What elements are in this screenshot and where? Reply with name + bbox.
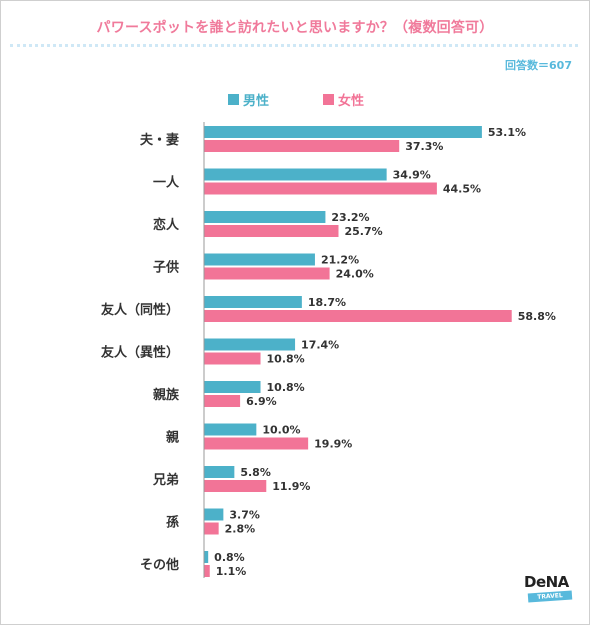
value-label-male: 10.0% — [262, 424, 300, 437]
category-label: 一人 — [153, 175, 180, 191]
bar-male — [204, 551, 209, 563]
bar-female — [204, 522, 219, 535]
dena-travel-logo: DeNA TRAVEL — [524, 573, 574, 603]
legend-item-male: 男性 — [228, 90, 269, 109]
legend-item-female: 女性 — [323, 90, 364, 109]
bar-male — [204, 466, 235, 478]
respondent-count: 回答数＝607 — [505, 59, 572, 72]
chart-title: パワースポットを誰と訪れたいと思いますか？（複数回答可） — [96, 20, 494, 36]
bar-female — [204, 182, 437, 195]
category-label: 子供 — [153, 260, 179, 276]
category-label: 兄弟 — [152, 472, 179, 488]
bar-female — [204, 395, 241, 407]
legend-swatch-female — [323, 94, 334, 105]
value-label-male: 18.7% — [308, 296, 346, 309]
category-label: 親族 — [153, 387, 180, 403]
value-label-female: 19.9% — [314, 438, 352, 451]
bar-female — [204, 225, 339, 237]
value-label-male: 0.8% — [214, 551, 245, 564]
bar-male — [204, 508, 224, 521]
category-label: 孫 — [166, 515, 179, 531]
bar-female — [204, 267, 330, 280]
legend-label-female: 女性 — [338, 94, 365, 109]
bar-male — [204, 253, 315, 266]
logo-main-text: DeNA — [524, 573, 569, 591]
category-label: 夫・妻 — [140, 132, 179, 148]
bar-male — [204, 211, 326, 223]
bar-female — [204, 140, 400, 152]
category-label: 友人（異性） — [101, 345, 179, 361]
bar-female — [204, 352, 261, 365]
value-label-female: 25.7% — [344, 225, 382, 238]
category-label: 親 — [166, 430, 179, 446]
category-label: 恋人 — [153, 217, 180, 233]
bar-male — [204, 126, 482, 138]
category-label: 友人（同性） — [101, 302, 179, 318]
legend-swatch-male — [228, 94, 239, 105]
bar-female — [204, 480, 267, 492]
value-label-female: 44.5% — [443, 183, 481, 196]
value-label-male: 21.2% — [321, 254, 359, 267]
value-label-female: 1.1% — [216, 565, 247, 578]
bar-female — [204, 437, 309, 450]
logo-sub-text: TRAVEL — [527, 590, 573, 603]
bar-male — [204, 338, 296, 351]
value-label-male: 34.9% — [393, 169, 431, 182]
value-label-male: 5.8% — [240, 466, 271, 479]
bar-male — [204, 381, 261, 393]
legend-label-male: 男性 — [243, 94, 270, 109]
bar-male — [204, 296, 302, 308]
bar-female — [204, 565, 210, 577]
bar-female — [204, 310, 512, 322]
value-label-female: 37.3% — [405, 140, 443, 153]
title-divider — [10, 44, 578, 47]
category-label: その他 — [140, 557, 179, 573]
value-label-female: 58.8% — [518, 310, 556, 323]
value-label-male: 17.4% — [301, 339, 339, 352]
legend: 男性 女性 — [0, 90, 590, 110]
value-label-female: 24.0% — [336, 268, 374, 281]
value-label-male: 10.8% — [267, 381, 305, 394]
bar-male — [204, 168, 387, 181]
value-label-female: 11.9% — [272, 480, 310, 493]
value-label-female: 6.9% — [246, 395, 277, 408]
value-label-male: 3.7% — [229, 509, 260, 522]
value-label-male: 53.1% — [488, 126, 526, 139]
bar-male — [204, 423, 257, 436]
value-label-male: 23.2% — [331, 211, 369, 224]
value-label-female: 2.8% — [225, 523, 256, 536]
value-label-female: 10.8% — [267, 353, 305, 366]
